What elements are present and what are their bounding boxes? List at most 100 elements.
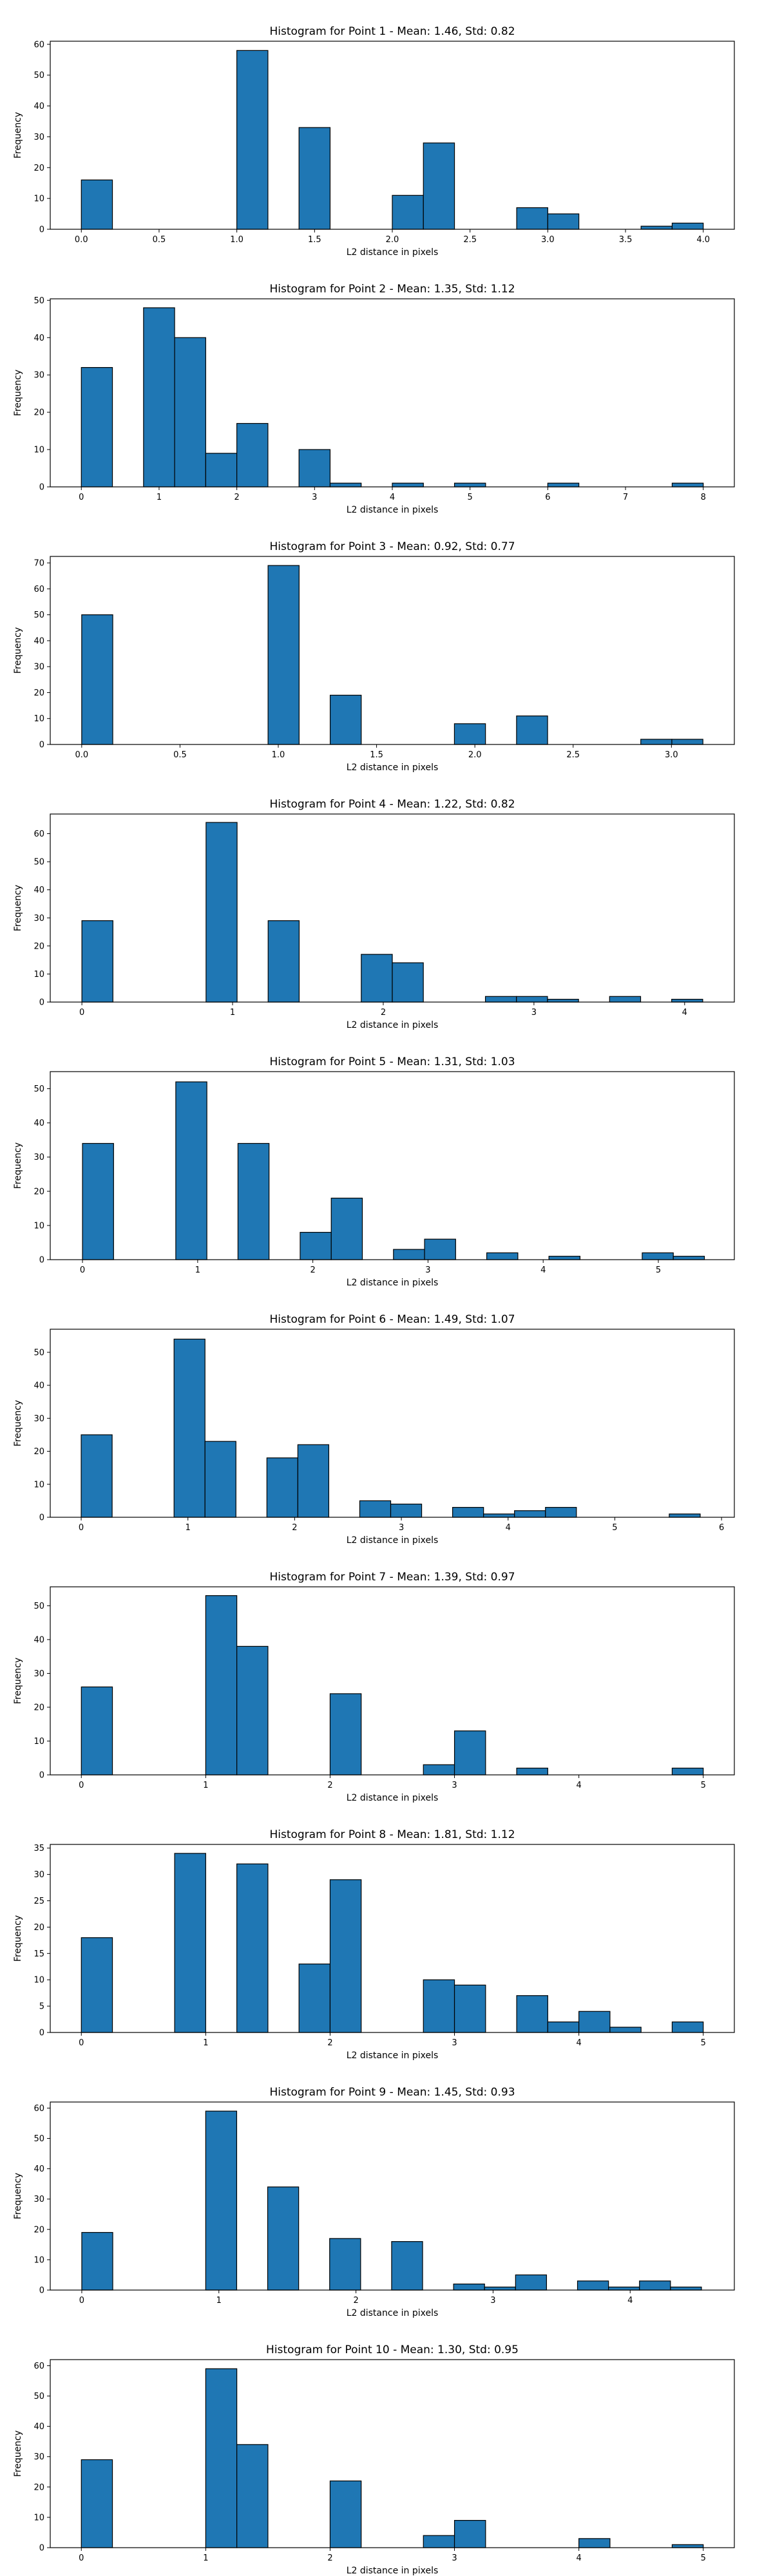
histogram-bar	[453, 2283, 485, 2291]
y-tick-label: 30	[33, 1153, 44, 1162]
y-tick-label: 30	[33, 2452, 44, 2462]
histogram-bar	[547, 482, 580, 488]
y-tick-label: 60	[33, 40, 44, 50]
y-axis-label: Frequency	[13, 1658, 23, 1704]
x-tick-label: 5	[612, 1523, 617, 1533]
x-tick-label: 4	[390, 493, 395, 502]
y-tick-label: 30	[33, 1870, 44, 1880]
histogram-bar	[483, 1513, 515, 1518]
plot-frame	[50, 1586, 735, 1776]
x-axis-label: L2 distance in pixels	[347, 505, 439, 515]
y-tick-label: 40	[33, 2422, 44, 2432]
x-axis-label: L2 distance in pixels	[347, 2566, 439, 2576]
x-tick-label: 5	[701, 2553, 706, 2563]
histogram-bar	[609, 996, 642, 1003]
histogram-bar	[516, 1995, 548, 2033]
x-tick-label: 2	[327, 1781, 332, 1790]
y-tick-label: 30	[33, 371, 44, 381]
y-tick-label: 50	[33, 2134, 44, 2144]
histogram-bar	[609, 2027, 642, 2033]
y-tick-label: 0	[39, 483, 44, 493]
histogram-bar	[671, 2544, 704, 2548]
histogram-bar	[267, 920, 300, 1003]
y-tick-label: 20	[33, 164, 44, 173]
histogram-bar	[484, 996, 517, 1003]
histogram-bar	[236, 1863, 269, 2033]
histogram-bar	[423, 142, 455, 230]
x-tick-label: 6	[545, 493, 550, 502]
histogram-bar	[514, 1510, 546, 1518]
histogram-bar	[298, 449, 331, 488]
y-tick-label: 10	[33, 714, 44, 724]
plot-frame	[50, 813, 735, 1003]
histogram-bar	[391, 2241, 423, 2291]
y-tick-label: 20	[33, 2483, 44, 2492]
histogram-bar	[424, 1238, 456, 1260]
y-tick-label: 10	[33, 1221, 44, 1231]
x-tick-label: 2	[292, 1523, 297, 1533]
x-axis-label: L2 distance in pixels	[347, 1278, 439, 1288]
y-tick-label: 20	[33, 408, 44, 418]
x-tick-label: 0	[79, 2553, 84, 2563]
y-tick-label: 60	[33, 2104, 44, 2114]
y-tick-label: 30	[33, 133, 44, 142]
y-tick-label: 40	[33, 102, 44, 111]
y-tick-label: 0	[39, 741, 44, 750]
histogram-bar	[486, 1252, 519, 1260]
y-tick-label: 20	[33, 2225, 44, 2235]
histogram-bar	[578, 2538, 611, 2548]
chart-title: Histogram for Point 2 - Mean: 1.35, Std:…	[269, 283, 515, 296]
histogram-bar	[577, 2280, 609, 2291]
histogram-bar	[329, 694, 362, 745]
y-tick-label: 20	[33, 1447, 44, 1457]
histogram-bar	[329, 2480, 362, 2548]
histogram-bar	[329, 2238, 361, 2291]
chart-title: Histogram for Point 8 - Mean: 1.81, Std:…	[269, 1828, 515, 1841]
y-tick-label: 50	[33, 1602, 44, 1611]
histogram-bar	[205, 2368, 238, 2548]
histogram-bar	[81, 1434, 113, 1518]
histogram-bar	[174, 337, 206, 488]
y-axis-label: Frequency	[13, 627, 23, 674]
y-tick-label: 40	[33, 1381, 44, 1391]
histogram-bar	[453, 2520, 486, 2548]
y-tick-label: 25	[33, 1897, 44, 1906]
y-tick-label: 15	[33, 1949, 44, 1959]
y-tick-label: 0	[39, 1513, 44, 1523]
x-tick-label: 6	[719, 1523, 724, 1533]
x-tick-label: 2	[381, 1008, 386, 1018]
y-tick-label: 50	[33, 1084, 44, 1094]
chart-title: Histogram for Point 1 - Mean: 1.46, Std:…	[269, 25, 515, 38]
y-tick-label: 70	[33, 559, 44, 569]
y-tick-label: 50	[33, 1348, 44, 1358]
histogram-bar	[669, 1513, 701, 1518]
x-tick-label: 0	[80, 1265, 85, 1275]
histogram-bar	[300, 1231, 332, 1260]
plot-frame	[50, 1071, 735, 1260]
histogram-bar	[671, 222, 704, 230]
histogram-bar	[81, 179, 113, 230]
y-tick-label: 20	[33, 1703, 44, 1712]
histogram-bar	[266, 1457, 298, 1518]
histogram-bar	[392, 482, 424, 488]
y-axis-label: Frequency	[13, 2173, 23, 2219]
x-tick-label: 4	[576, 2038, 581, 2048]
histogram-panel-3: 0.0 0.5 1.0 1.5 2.0 2.5 3.0 0 10 20 30 40 50 60 70 Hist…	[13, 540, 735, 773]
histogram-bar	[393, 1249, 425, 1260]
y-tick-label: 20	[33, 1923, 44, 1933]
x-tick-label: 3.0	[665, 750, 678, 760]
y-tick-label: 0	[39, 1256, 44, 1265]
x-tick-label: 1	[203, 2038, 208, 2048]
histogram-bar	[453, 1730, 486, 1776]
histogram-bar	[515, 2274, 548, 2291]
histogram-bar	[671, 739, 703, 745]
histogram-bar	[236, 50, 269, 230]
x-tick-label: 2	[327, 2553, 332, 2563]
y-tick-label: 50	[33, 858, 44, 867]
x-tick-label: 4.0	[696, 235, 710, 245]
plot-frame	[50, 2359, 735, 2548]
x-tick-label: 3	[425, 1265, 430, 1275]
y-tick-label: 0	[39, 2544, 44, 2553]
